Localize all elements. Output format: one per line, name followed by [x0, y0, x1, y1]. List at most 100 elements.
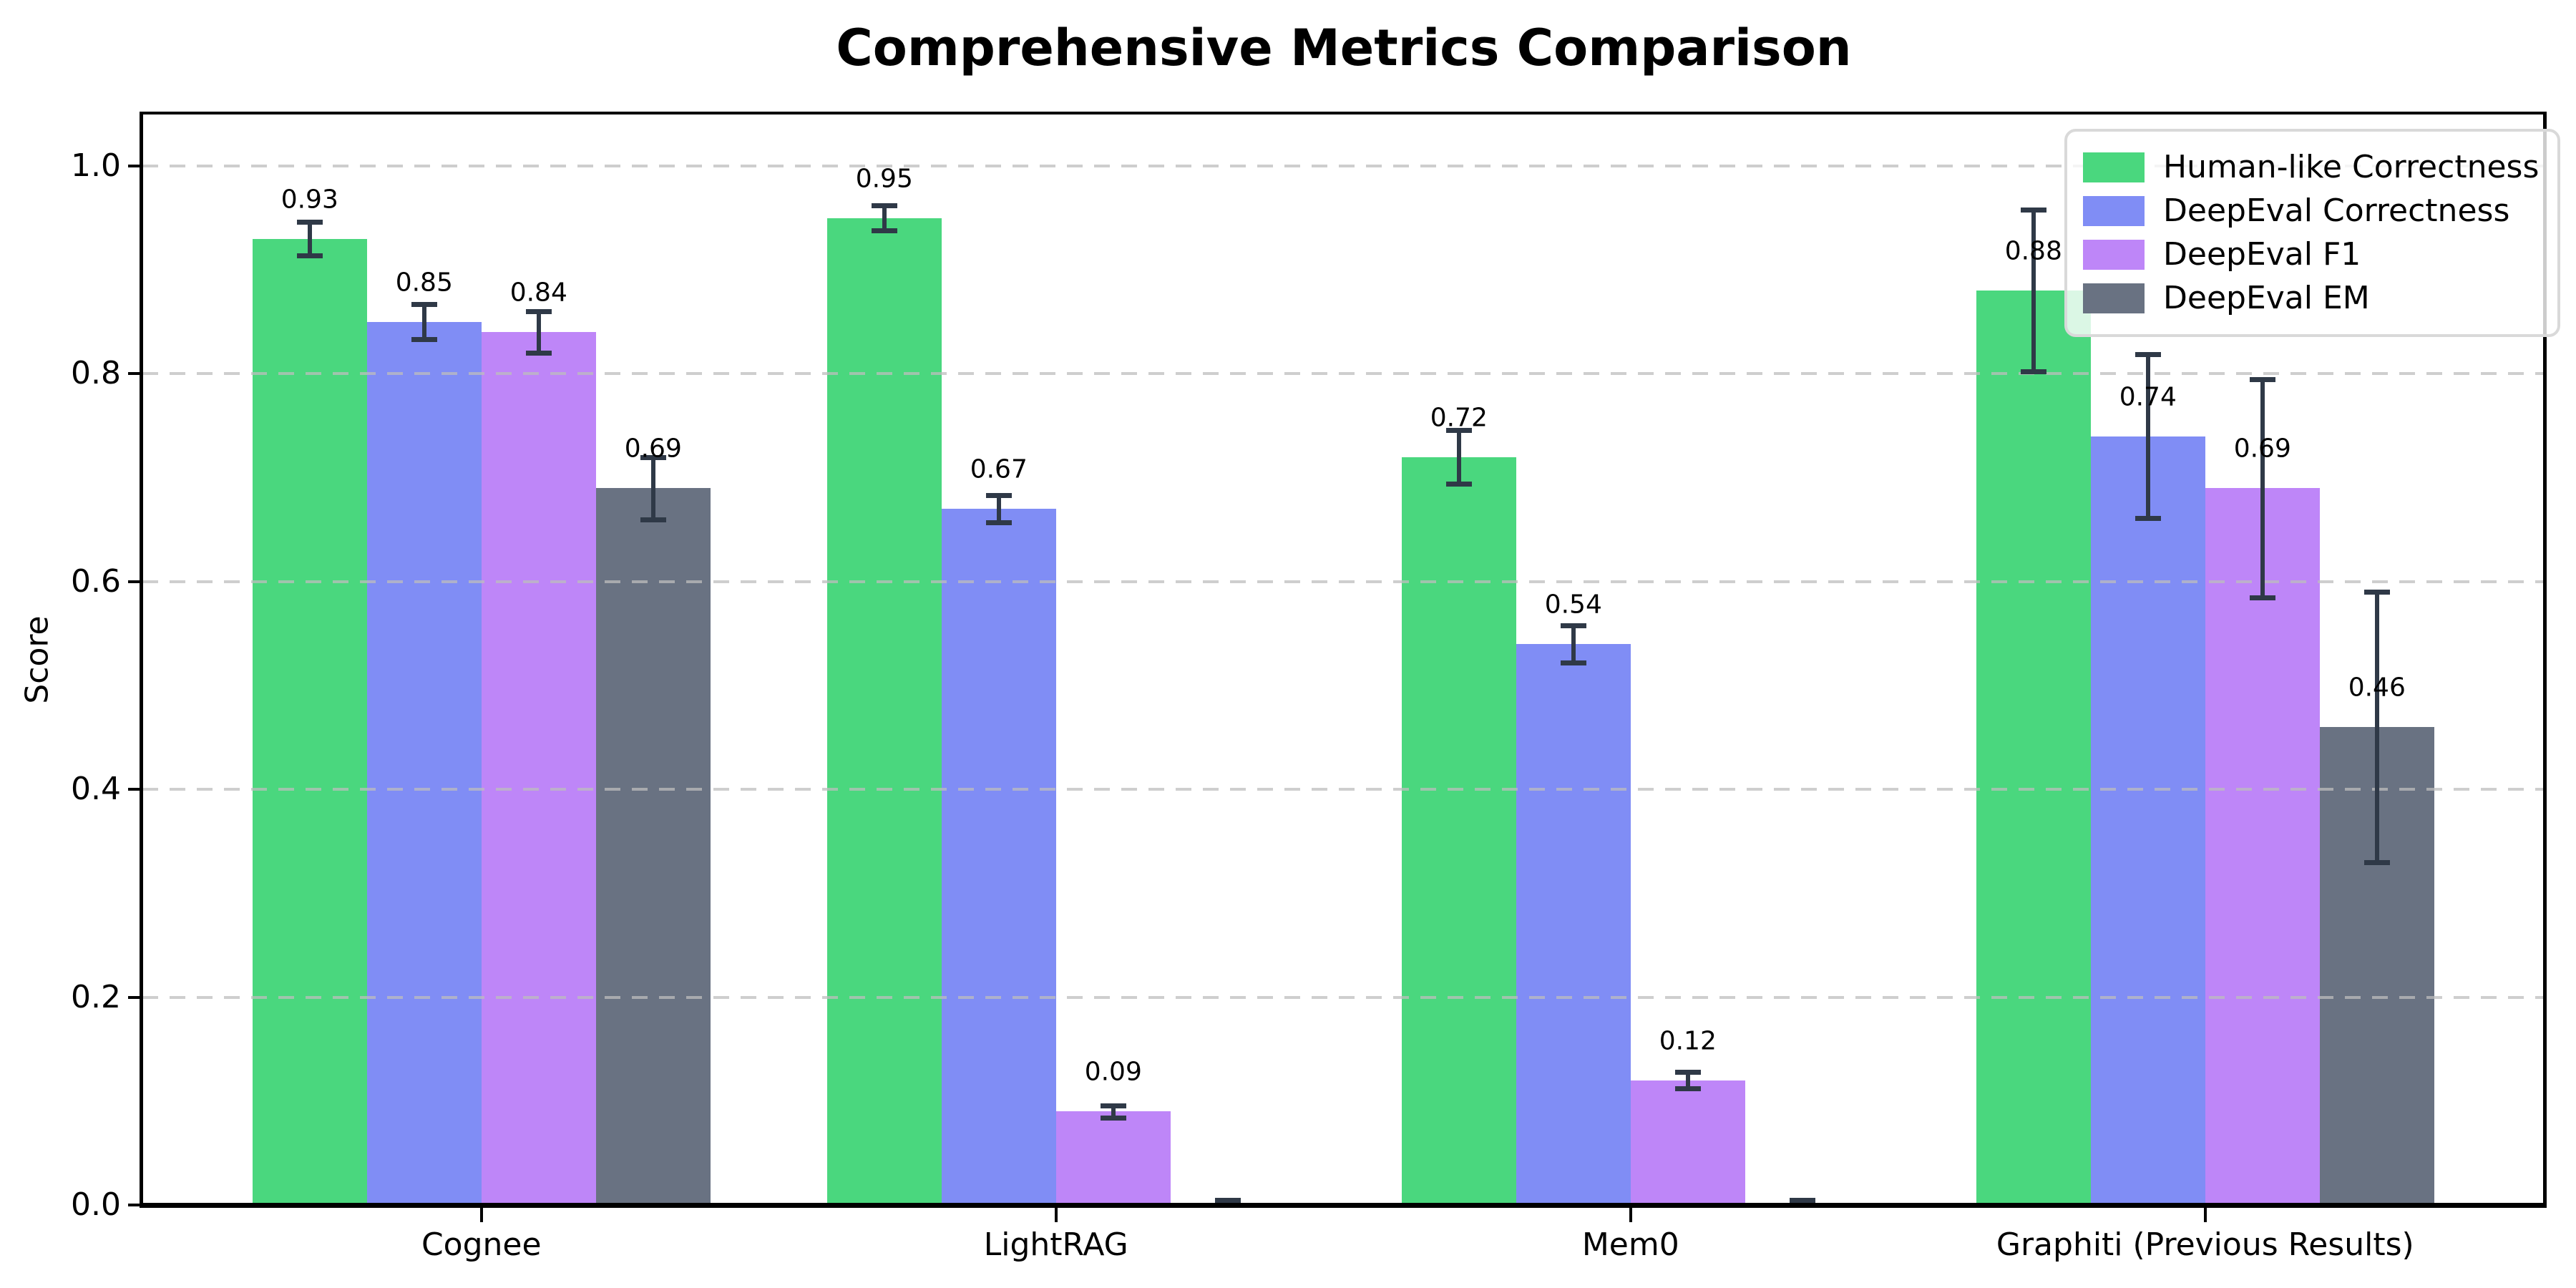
bottom-spine — [140, 1203, 2547, 1208]
error-bar-line-4-4 — [2374, 592, 2379, 862]
error-bar-cap-1-1-top — [296, 220, 323, 225]
bar-3-4 — [2205, 488, 2320, 1205]
y-tick-label-0.8: 0.8 — [71, 355, 121, 392]
bar-1-3 — [1401, 457, 1516, 1205]
bar-value-label-1-1: 0.93 — [280, 185, 338, 215]
legend-swatch-icon — [2083, 283, 2145, 313]
x-tick-1 — [479, 1208, 483, 1222]
y-tick-0.2 — [128, 995, 142, 999]
bar-1-1 — [252, 238, 367, 1205]
error-bar-cap-2-3-top — [1560, 623, 1586, 628]
error-bar-cap-3-2-bottom — [1100, 1116, 1126, 1121]
error-bar-line-1-1 — [307, 222, 312, 255]
top-spine — [140, 112, 2547, 114]
y-tick-0.0 — [128, 1204, 142, 1206]
gridline-1 — [142, 165, 2545, 167]
error-bar-cap-2-3-bottom — [1560, 660, 1586, 666]
error-bar-line-3-2 — [1111, 1105, 1116, 1118]
legend-swatch-icon — [2083, 196, 2145, 226]
legend-item-1: Human-like Correctness — [2083, 148, 2539, 187]
bar-value-label-3-2: 0.09 — [1084, 1057, 1142, 1087]
bar-value-label-2-1: 0.85 — [395, 268, 453, 298]
error-bar-cap-4-4-bottom — [2363, 859, 2390, 865]
bar-3-3 — [1630, 1080, 1745, 1205]
gridline-0.2 — [142, 995, 2545, 999]
right-spine — [2543, 112, 2547, 1208]
bar-2-2 — [941, 509, 1056, 1205]
gridline-0.6 — [142, 580, 2545, 583]
bar-value-label-4-1: 0.69 — [624, 434, 682, 464]
error-bar-cap-2-1-top — [411, 302, 437, 308]
error-bar-line-1-4 — [2031, 209, 2036, 372]
error-bar-cap-1-4-bottom — [2020, 369, 2046, 375]
bar-1-4 — [1976, 291, 2091, 1205]
legend-item-3: DeepEval F1 — [2083, 235, 2539, 274]
error-bar-cap-1-3-bottom — [1445, 482, 1472, 487]
error-bar-cap-4-2-top — [1214, 1197, 1241, 1203]
error-bar-line-2-2 — [996, 495, 1001, 523]
error-bar-cap-3-4-top — [2249, 376, 2275, 382]
bar-1-2 — [826, 218, 942, 1205]
bar-2-3 — [1516, 643, 1631, 1205]
x-tick-label-1: Cognee — [421, 1226, 542, 1263]
left-spine — [140, 112, 143, 1208]
error-bar-cap-1-4-top — [2020, 207, 2046, 213]
error-bar-line-2-3 — [1571, 625, 1576, 663]
bar-2-4 — [2090, 436, 2205, 1205]
legend-swatch-icon — [2083, 152, 2145, 182]
bar-value-label-3-1: 0.84 — [509, 278, 567, 308]
y-tick-label-0.6: 0.6 — [71, 562, 121, 600]
legend-swatch-icon — [2083, 240, 2145, 270]
error-bar-cap-1-2-bottom — [871, 228, 897, 234]
error-bar-line-3-1 — [536, 311, 541, 353]
legend-label: DeepEval Correctness — [2163, 192, 2510, 229]
chart-title: Comprehensive Metrics Comparison — [836, 19, 1852, 77]
y-tick-label-0.4: 0.4 — [71, 771, 121, 808]
x-tick-3 — [1629, 1208, 1632, 1222]
error-bar-cap-2-1-bottom — [411, 337, 437, 343]
error-bar-cap-1-3-top — [1445, 427, 1472, 433]
bar-value-label-3-4: 0.69 — [2233, 434, 2291, 464]
x-tick-4 — [2203, 1208, 2207, 1222]
legend-label: Human-like Correctness — [2163, 149, 2540, 185]
error-bar-cap-2-4-bottom — [2135, 516, 2161, 522]
legend-label: DeepEval F1 — [2163, 236, 2361, 273]
error-bar-cap-2-4-top — [2135, 351, 2161, 357]
bar-value-label-4-4: 0.46 — [2348, 673, 2406, 703]
legend-item-2: DeepEval Correctness — [2083, 192, 2539, 230]
bar-4-1 — [595, 488, 711, 1205]
error-bar-cap-4-1-top — [640, 454, 666, 460]
y-tick-label-0.0: 0.0 — [71, 1186, 121, 1223]
bar-value-label-1-2: 0.95 — [855, 164, 913, 194]
y-tick-label-0.2: 0.2 — [71, 978, 121, 1015]
error-bar-line-2-1 — [421, 304, 426, 340]
error-bar-cap-4-3-top — [1789, 1197, 1815, 1203]
bar-value-label-1-4: 0.88 — [2004, 236, 2062, 266]
bar-3-2 — [1055, 1111, 1171, 1205]
error-bar-cap-2-2-top — [985, 493, 1012, 499]
x-tick-label-2: LightRAG — [983, 1226, 1128, 1263]
error-bar-cap-3-3-bottom — [1674, 1086, 1701, 1092]
error-bar-line-3-4 — [2260, 379, 2265, 597]
legend-label: DeepEval EM — [2163, 280, 2370, 316]
legend-item-4: DeepEval EM — [2083, 279, 2539, 318]
gridline-0.4 — [142, 788, 2545, 791]
x-tick-label-3: Mem0 — [1581, 1226, 1679, 1263]
legend: Human-like Correctness DeepEval Correctne… — [2064, 129, 2561, 337]
error-bar-line-1-2 — [882, 205, 887, 231]
gridline-0.8 — [142, 372, 2545, 376]
bar-value-label-3-3: 0.12 — [1659, 1026, 1717, 1056]
y-tick-label-1.0: 1.0 — [71, 147, 121, 184]
y-axis-label: Score — [19, 615, 56, 704]
error-bar-cap-3-1-top — [525, 309, 552, 315]
error-bar-cap-1-1-bottom — [296, 253, 323, 258]
error-bar-cap-3-1-bottom — [525, 351, 552, 356]
x-tick-2 — [1054, 1208, 1058, 1222]
error-bar-line-3-3 — [1685, 1072, 1690, 1089]
error-bar-cap-4-4-top — [2363, 590, 2390, 595]
y-tick-0.6 — [128, 580, 142, 583]
error-bar-line-1-3 — [1456, 429, 1461, 484]
error-bar-cap-3-2-top — [1100, 1103, 1126, 1108]
plot-area: 0.93 0.95 0.72 0.88 0.85 0.67 0.54 0.74 0.84 0.09… — [142, 114, 2545, 1205]
